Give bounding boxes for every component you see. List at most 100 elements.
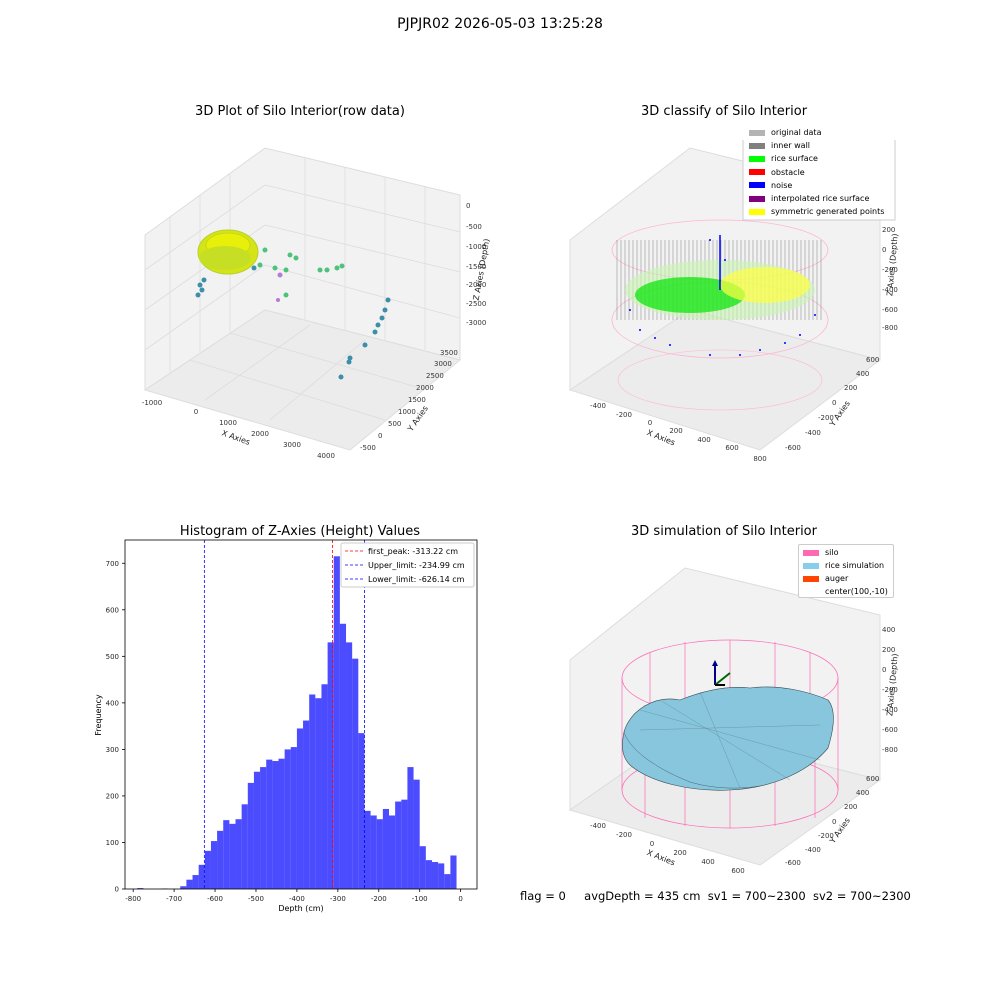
legend-item-noise: noise: [749, 179, 884, 192]
svg-text:-600: -600: [785, 444, 801, 452]
x-tick-label: -800: [125, 895, 141, 903]
svg-text:3000: 3000: [434, 360, 452, 368]
status-sv2: sv2 = 700~2300: [812, 889, 911, 903]
histogram-title: Histogram of Z-Axies (Height) Values: [179, 524, 421, 539]
svg-text:0: 0: [378, 432, 382, 440]
classify-3d-plot: 200 0 -200 -400 -600 -800 Z Axies (Depth…: [568, 140, 900, 463]
histogram-bar: [413, 779, 420, 889]
svg-text:-200: -200: [616, 831, 632, 839]
simulation-x-ticks: -400 -200 0 200 400 600: [590, 822, 745, 875]
svg-text:400: 400: [856, 789, 869, 797]
svg-text:0: 0: [882, 246, 886, 254]
simulation-x-label: X Axies: [646, 848, 677, 867]
svg-text:-400: -400: [882, 286, 898, 294]
histogram-bar: [419, 846, 426, 889]
histogram-bar: [315, 698, 322, 889]
histogram-reference-lines: [203, 540, 365, 889]
svg-text:800: 800: [753, 455, 766, 463]
raw-plot-title: 3D Plot of Silo Interior(row data): [195, 104, 405, 119]
svg-text:-1000: -1000: [142, 399, 162, 407]
histogram-y-label: Frequency: [94, 694, 103, 736]
histogram-bar: [450, 855, 457, 889]
histogram-bar: [431, 862, 439, 889]
svg-text:0: 0: [650, 840, 654, 848]
svg-text:-800: -800: [882, 746, 898, 754]
legend-item-rice-surface: rice surface: [749, 152, 884, 165]
x-tick-label: -600: [207, 895, 223, 903]
svg-text:-400: -400: [805, 429, 821, 437]
auger-arrows: [712, 660, 731, 686]
y-tick-label: 700: [106, 560, 119, 568]
svg-text:-200: -200: [818, 832, 834, 840]
legend-first-peak: first_peak: -313.22 cm: [368, 547, 458, 556]
svg-text:-500: -500: [466, 223, 482, 231]
svg-text:400: 400: [701, 858, 714, 866]
histogram-bar: [303, 720, 310, 889]
histogram-bar: [438, 863, 445, 889]
classify-legend-items: original data inner wall rice surface ob…: [749, 126, 884, 218]
status-line: flag = 0 avgDepth = 435 cm sv1 = 700~230…: [520, 889, 911, 903]
histogram-bar: [278, 758, 285, 889]
svg-text:-600: -600: [882, 726, 898, 734]
histogram-bar: [339, 623, 347, 889]
histogram-bar: [333, 556, 340, 889]
histogram-bar: [364, 810, 371, 889]
raw-pane-back: [143, 147, 462, 451]
svg-text:0: 0: [466, 202, 470, 210]
histogram-bar: [321, 684, 328, 889]
legend-item-center: center(100,-10): [825, 587, 888, 596]
svg-text:-400: -400: [805, 846, 821, 854]
svg-text:4000: 4000: [317, 452, 335, 460]
histogram-bar: [309, 694, 316, 889]
svg-text:-200: -200: [882, 686, 898, 694]
histogram-bar: [444, 874, 451, 889]
svg-text:-400: -400: [882, 706, 898, 714]
histogram-bar: [266, 759, 273, 889]
classify-plot-title: 3D classify of Silo Interior: [640, 104, 808, 119]
histogram-x-label: Depth (cm): [278, 904, 323, 913]
histogram-bar: [395, 801, 402, 889]
histogram-bar: [352, 658, 359, 889]
histogram-axes-frame: [124, 539, 478, 890]
svg-text:600: 600: [866, 356, 879, 364]
legend-item-rice-simulation: rice simulation: [803, 559, 893, 572]
histogram-bar: [253, 771, 261, 889]
y-tick-label: 300: [106, 746, 119, 754]
svg-text:2500: 2500: [426, 372, 444, 380]
svg-text:-200: -200: [616, 411, 632, 419]
legend-item-silo: silo: [803, 546, 893, 559]
svg-text:2000: 2000: [416, 384, 434, 392]
legend-item-obstacle: obstacle: [749, 166, 884, 179]
histogram-bar: [204, 850, 211, 889]
histogram-bar: [198, 864, 205, 889]
histogram-bar: [137, 888, 144, 889]
svg-text:400: 400: [882, 626, 895, 634]
rice-simulation-surface: [622, 686, 834, 791]
classify-legend: [742, 140, 896, 221]
histogram-bar: [370, 815, 377, 889]
histogram-bar: [401, 799, 408, 889]
svg-text:500: 500: [388, 420, 401, 428]
histogram-bar: [346, 642, 353, 889]
histogram-bars: [137, 556, 457, 889]
x-tick-label: -300: [330, 895, 346, 903]
histogram-bar: [217, 830, 224, 889]
svg-text:2000: 2000: [251, 430, 269, 438]
svg-text:0: 0: [194, 408, 198, 416]
y-tick-label: 200: [106, 792, 119, 800]
svg-text:1500: 1500: [408, 396, 426, 404]
simulation-z-ticks: 400 200 0 -200 -400 -600 -800: [882, 626, 898, 754]
svg-text:-800: -800: [882, 324, 898, 332]
y-tick-label: 600: [106, 606, 119, 614]
svg-text:400: 400: [697, 436, 710, 444]
x-tick-label: -200: [371, 895, 387, 903]
svg-text:200: 200: [844, 384, 857, 392]
raw-z-ticks: 0 -500 -1000 -1500 -2000 -2500 -3000: [466, 202, 486, 327]
raw-x-ticks: -1000 0 1000 2000 3000 4000: [142, 399, 335, 460]
svg-text:-1500: -1500: [466, 263, 486, 271]
svg-text:-3000: -3000: [466, 319, 486, 327]
svg-text:-2500: -2500: [466, 300, 486, 308]
svg-text:600: 600: [731, 867, 744, 875]
raw-points: [195, 229, 391, 380]
svg-text:-400: -400: [590, 402, 606, 410]
